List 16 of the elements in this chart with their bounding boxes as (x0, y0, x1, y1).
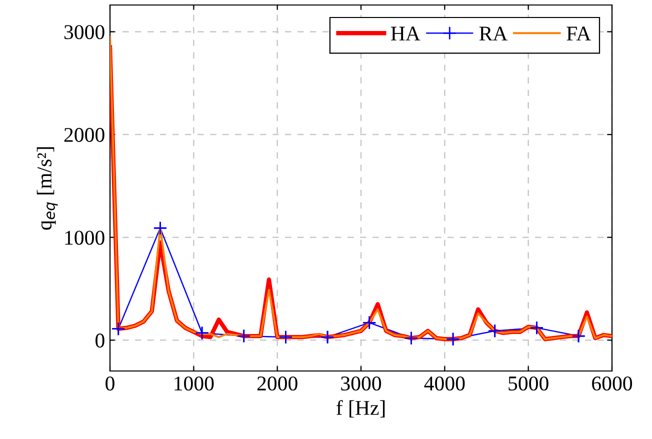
y-axis-title: q$_{eq}$ [m/s²] (36, 147, 58, 230)
legend-label: HA (390, 26, 420, 40)
x-tick-label: 0 (106, 376, 114, 391)
x-tick-label: 1000 (174, 376, 214, 391)
x-tick-label: 5000 (508, 376, 548, 391)
x-axis-title: f [Hz] (336, 400, 385, 418)
y-tick-label: 0 (96, 334, 104, 348)
x-tick-label: 3000 (341, 376, 382, 391)
legend-label: RA (479, 26, 508, 40)
y-tick-label: 2000 (64, 128, 104, 142)
legend-label: FA (566, 26, 592, 40)
y-tick-label: 1000 (65, 230, 104, 245)
y-tick-label: 3000 (64, 25, 104, 40)
x-tick-label: 4000 (424, 376, 465, 391)
x-tick-label: 6000 (592, 376, 632, 391)
x-tick-label: 2000 (257, 376, 298, 391)
